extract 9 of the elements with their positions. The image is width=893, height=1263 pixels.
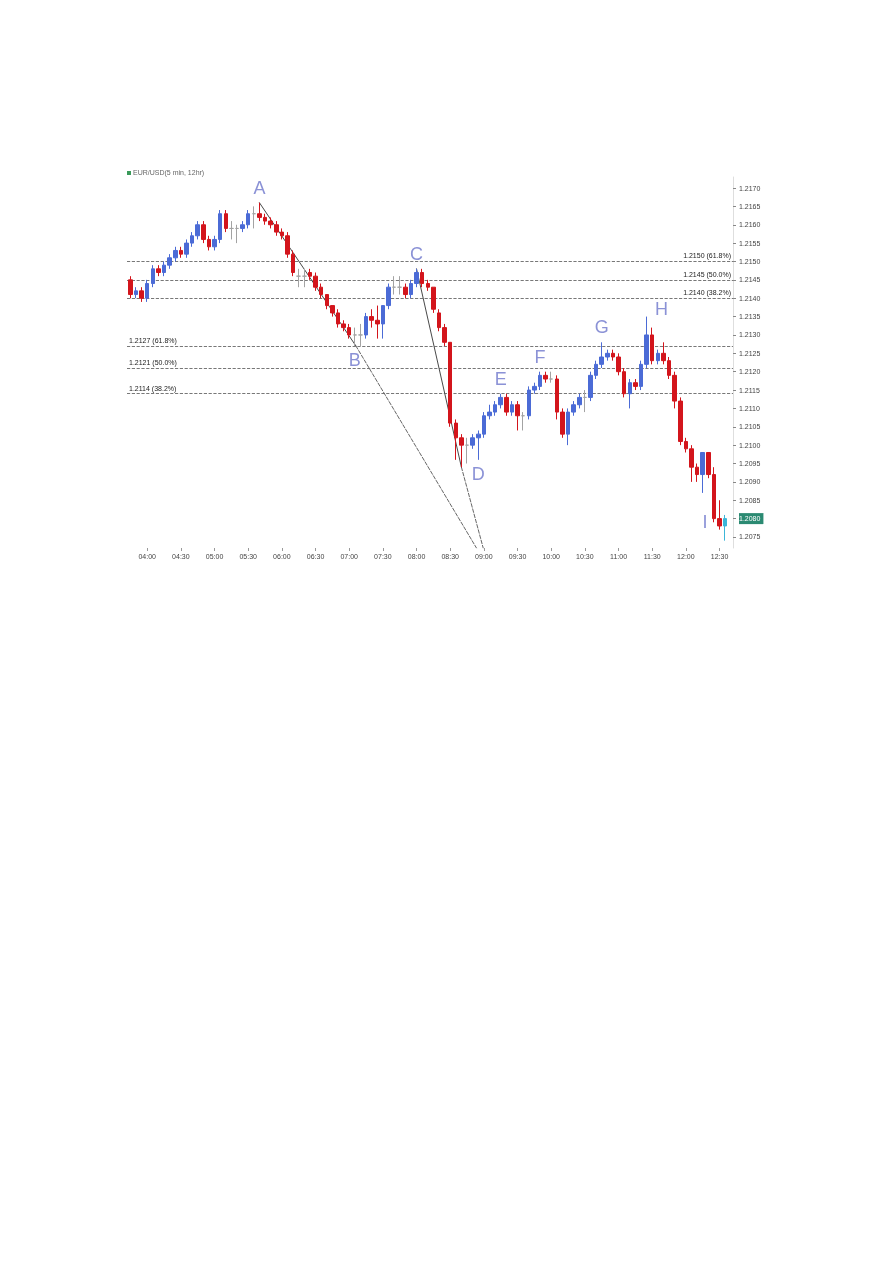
annotation: A (253, 177, 266, 198)
annotation: G (594, 317, 609, 338)
annotation: C (410, 243, 424, 264)
annotation: I (702, 512, 708, 533)
annotation: F (534, 346, 546, 367)
annotation: E (494, 368, 507, 389)
annotation: B (348, 349, 361, 370)
annotation: H (655, 298, 669, 319)
annotation: D (471, 463, 485, 484)
